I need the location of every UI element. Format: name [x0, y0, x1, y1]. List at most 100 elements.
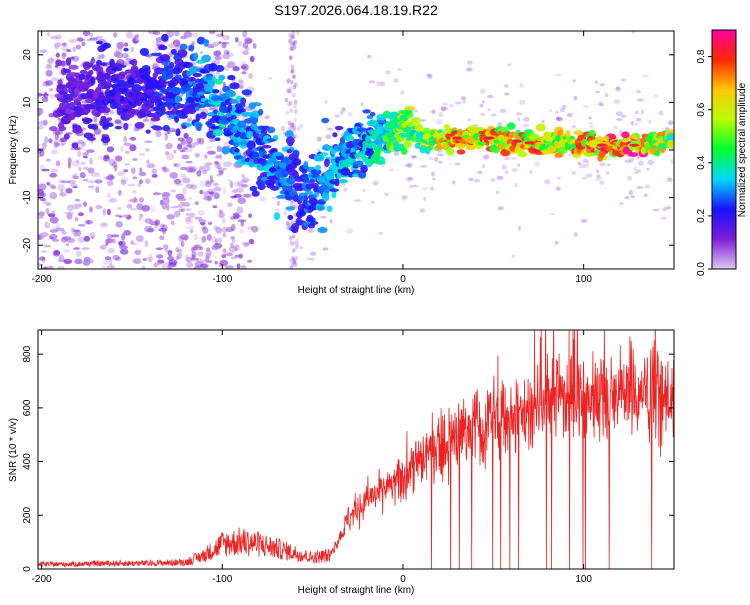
- ridge-blob: [292, 149, 300, 158]
- ridge-blob: [336, 173, 342, 179]
- ridge-blob: [321, 193, 330, 202]
- streak-blob: [291, 34, 295, 40]
- ridge-blob: [362, 109, 371, 114]
- speckle-blob: [516, 163, 521, 167]
- speckle-blob: [82, 178, 89, 182]
- speckle-blob: [218, 167, 225, 174]
- streak-blob: [291, 256, 295, 261]
- ridge-blob: [303, 179, 315, 184]
- peak-blob: [524, 141, 535, 145]
- speckle-blob: [44, 136, 49, 144]
- speckle-blob: [183, 132, 189, 139]
- speckle-blob: [43, 201, 52, 205]
- speckle-blob: [519, 99, 526, 105]
- speckle-blob: [38, 108, 44, 115]
- chart-title: S197.2026.064.18.19.R22: [274, 2, 438, 18]
- speckle-blob: [660, 216, 667, 220]
- speckle-blob: [70, 183, 78, 187]
- ridge-blob: [340, 167, 351, 176]
- speckle-blob: [44, 95, 48, 98]
- speckle-blob: [57, 184, 66, 192]
- streak-blob: [293, 263, 297, 268]
- ridge-blob: [157, 45, 168, 51]
- speckle-blob: [241, 173, 245, 178]
- speckle-blob: [117, 207, 122, 210]
- speckle-blob: [164, 249, 173, 253]
- speckle-blob: [209, 138, 216, 143]
- streak-blob: [290, 64, 295, 70]
- speckle-blob: [177, 143, 183, 150]
- speckle-blob: [367, 55, 373, 59]
- speckle-blob: [487, 108, 491, 111]
- speckle-blob: [214, 187, 222, 192]
- speckle-blob: [517, 117, 520, 122]
- spectrogram-ytick-label: 10: [22, 96, 33, 108]
- speckle-blob: [49, 192, 58, 200]
- ridge-blob: [455, 142, 466, 149]
- speckle-blob: [180, 240, 185, 248]
- speckle-blob: [248, 213, 253, 218]
- ridge-blob: [377, 142, 383, 150]
- speckle-blob: [544, 179, 551, 185]
- streak-blob: [290, 123, 294, 129]
- speckle-blob: [102, 176, 109, 180]
- ridge-blob: [314, 153, 325, 162]
- speckle-blob: [187, 197, 193, 200]
- ridge-blob: [317, 226, 328, 234]
- speckle-blob: [217, 237, 222, 244]
- speckle-blob: [174, 31, 180, 37]
- ridge-blob: [58, 90, 67, 95]
- ridge-blob: [76, 96, 83, 102]
- speckle-blob: [599, 162, 606, 167]
- speckle-blob: [436, 119, 443, 125]
- speckle-blob: [144, 240, 149, 248]
- ridge-blob: [139, 48, 150, 56]
- speckle-blob: [146, 163, 156, 169]
- speckle-blob: [225, 265, 234, 269]
- speckle-blob: [233, 65, 239, 70]
- ridge-blob: [174, 116, 180, 123]
- streak-blob: [286, 223, 290, 228]
- speckle-blob: [186, 261, 194, 268]
- ridge-blob: [261, 144, 272, 149]
- speckle-blob: [53, 250, 60, 255]
- ridge-blob: [137, 77, 144, 85]
- speckle-blob: [634, 171, 639, 175]
- speckle-blob: [240, 184, 248, 188]
- streak-blob: [291, 46, 295, 52]
- speckle-blob: [216, 145, 222, 152]
- snr-xlabel: Height of straight line (km): [298, 585, 415, 596]
- ridge-blob: [58, 102, 67, 110]
- speckle-blob: [180, 173, 187, 179]
- speckle-blob: [81, 141, 86, 147]
- speckle-blob: [115, 221, 123, 228]
- speckle-blob: [132, 158, 138, 161]
- ridge-blob: [165, 71, 174, 80]
- snr-ytick-label: 800: [22, 345, 33, 362]
- speckle-blob: [49, 172, 58, 178]
- ridge-blob: [499, 126, 508, 133]
- streak-blob: [288, 40, 293, 45]
- speckle-blob: [195, 258, 203, 263]
- ridge-blob: [170, 48, 177, 55]
- colorbar-label: Normalized spectral amplitude: [737, 82, 748, 217]
- ridge-blob: [95, 66, 104, 74]
- speckle-blob: [466, 60, 473, 65]
- streak-blob: [292, 85, 297, 90]
- speckle-blob: [90, 172, 100, 177]
- speckle-blob: [504, 92, 510, 96]
- speckle-blob: [624, 196, 630, 200]
- streak-blob: [292, 40, 296, 45]
- speckle-blob: [123, 135, 128, 143]
- speckle-blob: [51, 210, 56, 215]
- speckle-blob: [123, 230, 132, 236]
- speckle-blob: [630, 121, 634, 126]
- speckle-blob: [66, 49, 71, 53]
- speckle-blob: [157, 259, 165, 264]
- speckle-blob: [654, 94, 658, 98]
- speckle-blob: [38, 263, 42, 267]
- ridge-blob: [72, 127, 83, 134]
- speckle-blob: [208, 191, 215, 195]
